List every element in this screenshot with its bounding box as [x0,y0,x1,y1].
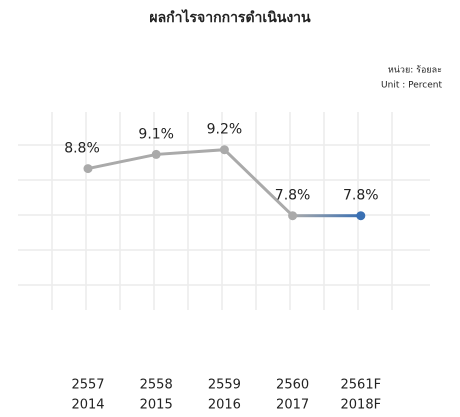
x-tick-label: 2557 [71,378,104,393]
data-label: 9.1% [138,126,174,142]
data-label: 9.2% [207,122,243,138]
point [83,164,93,174]
x-tick-label: 2559 [208,378,241,393]
point [288,211,298,221]
unit-label: หน่วย: ร้อยละ [388,65,442,76]
x-tick-label: 2015 [140,398,173,413]
x-tick-label: 2014 [71,398,104,413]
x-tick-label: 2561F [341,378,382,393]
x-tick-label: 2560 [276,378,309,393]
grid [18,112,430,310]
point [356,211,366,221]
data-label: 8.8% [64,141,100,157]
x-tick-label: 2017 [276,398,309,413]
forecast-line [292,214,361,218]
x-tick-label: 2016 [208,398,241,413]
point [151,149,161,159]
line [87,148,294,217]
unit-label: Unit : Percent [381,81,442,91]
chart-title: ผลกำไรจากการดำเนินงาน [149,8,311,26]
point [219,145,229,155]
x-tick-label: 2558 [140,378,173,393]
x-tick-label: 2018F [341,398,382,413]
data-label: 7.8% [275,188,311,204]
data-label: 7.8% [343,188,379,204]
